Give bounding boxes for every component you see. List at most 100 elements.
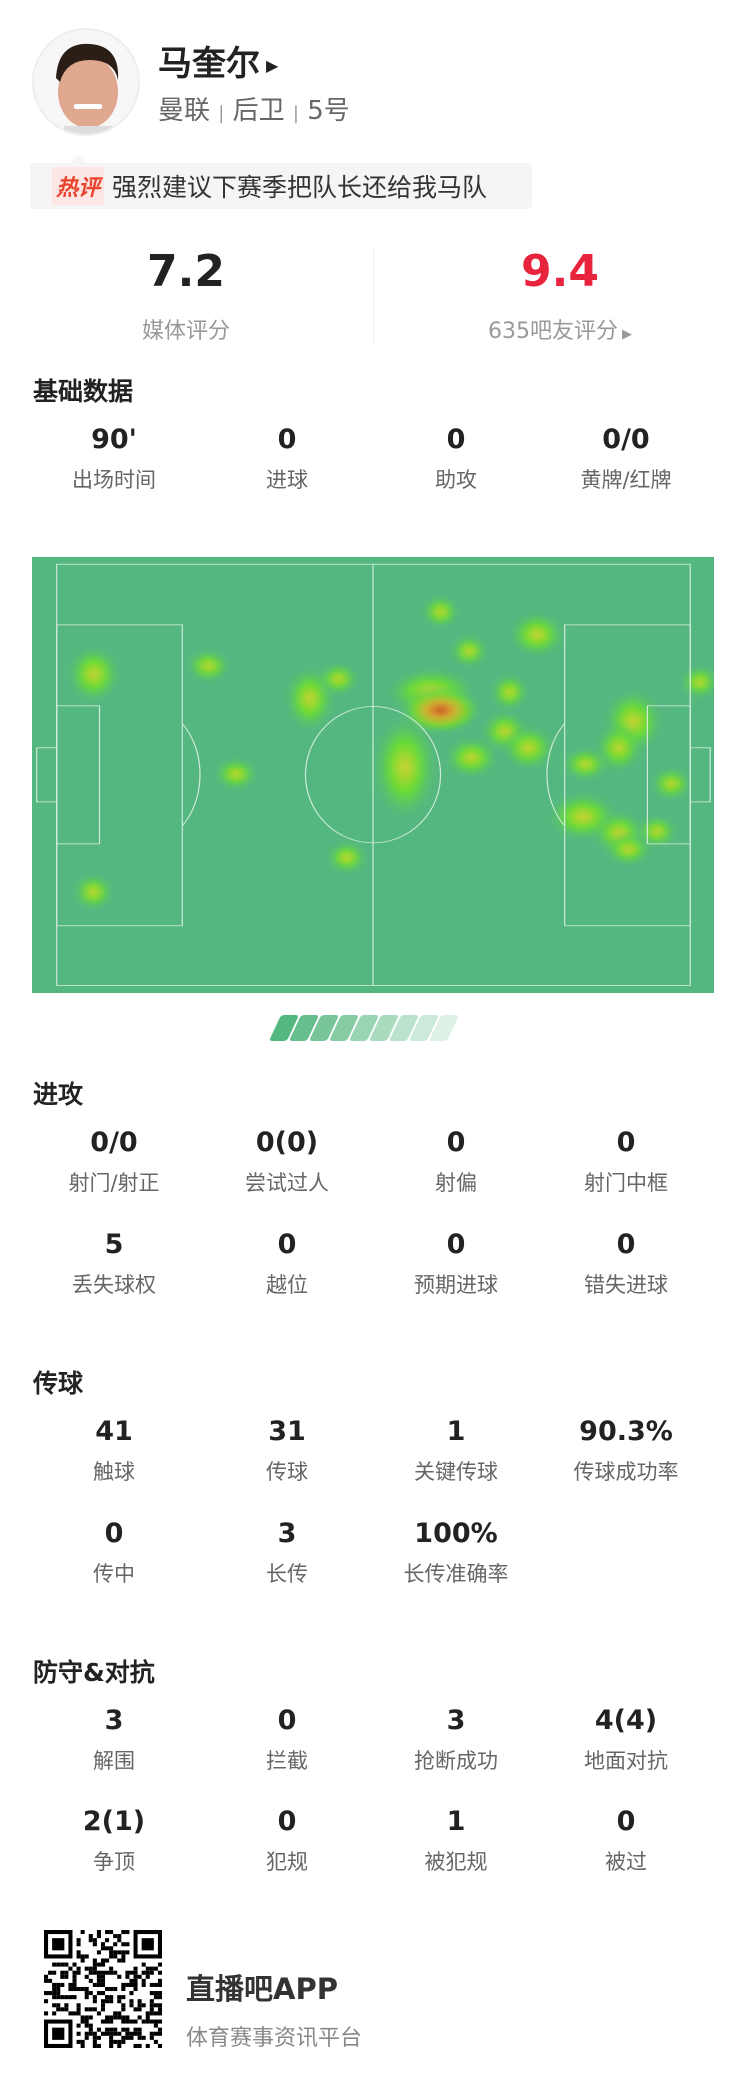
stat-value: 31	[268, 1416, 306, 1447]
stat-value: 0	[446, 1127, 466, 1158]
shirt-number: 5号	[307, 96, 350, 126]
stat-item: 4(4) 地面对抗	[540, 1705, 712, 1775]
stat-item: 0 射门中框	[540, 1127, 712, 1197]
fan-rating-label: 635吧友评分	[488, 319, 618, 344]
heat-spot	[214, 756, 258, 792]
stat-label: 解围	[93, 1749, 135, 1773]
stat-label: 错失进球	[584, 1273, 668, 1297]
stat-item: 0 进球	[201, 424, 373, 494]
qr-code	[44, 1930, 162, 2048]
stat-label: 射门/射正	[68, 1171, 160, 1195]
caret-right-icon: ▶	[266, 56, 279, 75]
stat-value: 90.3%	[579, 1416, 673, 1447]
stat-item: 0 助攻	[370, 424, 542, 494]
stat-item: 5 丢失球权	[28, 1229, 200, 1299]
stat-label: 进球	[266, 468, 308, 492]
stat-value: 0/0	[602, 424, 650, 455]
stat-label: 犯规	[266, 1850, 308, 1874]
position: 后卫	[232, 96, 285, 126]
media-rating-value: 7.2	[147, 246, 225, 297]
stat-label: 触球	[93, 1460, 135, 1484]
stat-value: 1	[446, 1416, 466, 1447]
stat-label: 地面对抗	[584, 1749, 668, 1773]
heat-spot	[605, 832, 652, 867]
stat-item: 0/0 射门/射正	[28, 1127, 200, 1197]
stat-item: 1 被犯规	[370, 1806, 542, 1876]
section-title: 进攻	[33, 1080, 84, 1109]
stat-value: 0	[277, 1705, 297, 1736]
stat-label: 越位	[266, 1273, 308, 1297]
fan-rating[interactable]: 9.4 635吧友评分 ▶	[374, 245, 746, 345]
stat-item: 90.3% 传球成功率	[540, 1416, 712, 1486]
player-photo	[56, 43, 119, 134]
stat-value: 5	[104, 1229, 124, 1260]
player-name-link[interactable]: 马奎尔 ▶	[158, 36, 278, 85]
player-name: 马奎尔	[158, 44, 260, 84]
stat-item: 31 传球	[201, 1416, 373, 1486]
stat-label: 助攻	[435, 468, 477, 492]
heat-spot	[450, 634, 488, 669]
stat-label: 传球	[266, 1460, 308, 1484]
stat-item: 2(1) 争顶	[28, 1806, 200, 1876]
stat-value: 0	[277, 424, 297, 455]
stat-value: 3	[277, 1518, 297, 1549]
heat-spot	[187, 648, 230, 683]
hot-comment-badge: 热评	[52, 167, 105, 205]
stat-value: 2(1)	[82, 1806, 146, 1837]
stat-label: 丢失球权	[72, 1273, 156, 1297]
stat-item: 3 长传	[201, 1518, 373, 1588]
section-title: 传球	[33, 1369, 84, 1398]
heat-spot	[444, 736, 499, 779]
stat-label: 射门中框	[584, 1171, 668, 1195]
stat-value: 0	[446, 1229, 466, 1260]
stat-value: 0(0)	[255, 1127, 319, 1158]
stat-label: 射偏	[435, 1171, 477, 1195]
stat-value: 0	[277, 1806, 297, 1837]
stat-item: 41 触球	[28, 1416, 200, 1486]
heat-spot	[73, 872, 114, 912]
pitch-lines	[36, 563, 711, 986]
stat-item: 0 犯规	[201, 1806, 373, 1876]
media-rating-label: 媒体评分	[141, 319, 230, 344]
hot-comment[interactable]: 热评 强烈建议下赛季把队长还给我马队	[30, 155, 532, 209]
heat-spot	[67, 644, 121, 704]
stat-label: 传中	[93, 1562, 135, 1586]
stat-item: 0 被过	[540, 1806, 712, 1876]
heat-spot	[562, 747, 609, 782]
stat-value: 0	[616, 1229, 636, 1260]
stat-item: 3 解围	[28, 1705, 200, 1775]
heat-spot	[421, 594, 460, 629]
heat-spot	[318, 661, 359, 696]
stat-item: 0 错失进球	[540, 1229, 712, 1299]
stat-value: 0	[446, 424, 466, 455]
player-avatar[interactable]	[32, 28, 140, 136]
heat-spot	[371, 712, 439, 823]
stat-label: 出场时间	[72, 468, 156, 492]
stat-item: 0 预期进球	[370, 1229, 542, 1299]
heatmap-pitch	[32, 557, 719, 993]
stat-item: 100% 长传准确率	[370, 1518, 542, 1588]
stat-label: 被犯规	[424, 1850, 488, 1874]
player-meta: 曼联 | 后卫 | 5号	[158, 90, 350, 127]
team: 曼联	[158, 96, 211, 126]
heat-spot	[501, 724, 556, 772]
separator: |	[218, 103, 225, 124]
stat-label: 被过	[605, 1850, 647, 1874]
stat-value: 0	[616, 1127, 636, 1158]
heat-spot	[509, 611, 566, 659]
stat-value: 3	[446, 1705, 466, 1736]
caret-right-icon: ▶	[622, 327, 632, 342]
stat-item: 0 射偏	[370, 1127, 542, 1197]
heat-spot	[651, 766, 692, 801]
separator: |	[292, 103, 299, 124]
stat-item: 0/0 黄牌/红牌	[540, 424, 712, 494]
app-name: 直播吧APP	[186, 1972, 338, 2006]
heat-spot	[326, 840, 367, 875]
fan-rating-value: 9.4	[521, 246, 599, 297]
stat-label: 预期进球	[414, 1273, 498, 1297]
stat-label: 黄牌/红牌	[580, 468, 672, 492]
stat-value: 41	[95, 1416, 133, 1447]
hot-comment-text: 强烈建议下赛季把队长还给我马队	[112, 173, 488, 202]
heat-spot	[681, 665, 719, 700]
stat-label: 争顶	[93, 1850, 135, 1874]
